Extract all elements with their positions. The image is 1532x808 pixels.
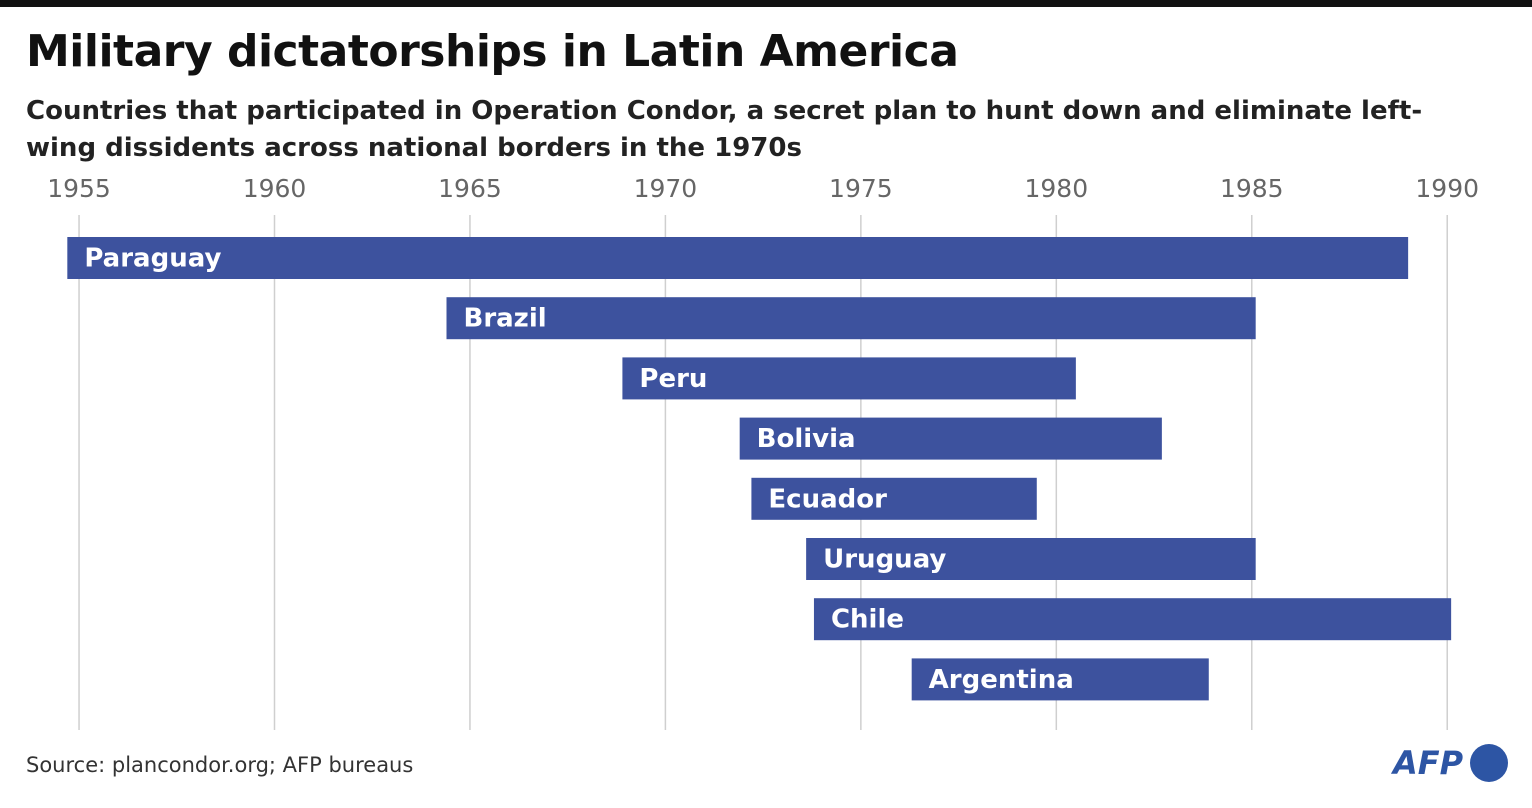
bar [813,598,1452,641]
x-tick-label: 1985 [1220,174,1284,203]
bar [67,237,1409,279]
bar [751,477,1037,520]
bar-label: Chile [831,605,904,635]
bar-label: Bolivia [757,424,856,454]
bar [739,417,1162,460]
x-tick-label: 1955 [47,174,111,203]
chart-title: Military dictatorships in Latin America [26,26,959,77]
bar-label: Brazil [464,304,547,334]
bar-label: Paraguay [84,244,221,274]
source: Source: plancondor.org; AFP bureaus [26,753,414,777]
logo: AFP [1393,744,1464,782]
top-rule [0,0,1532,7]
chart-subtitle: Countries that participated in Operation… [26,96,1423,163]
x-tick-label: 1975 [829,174,893,203]
x-tick-label: 1970 [634,174,698,203]
logo-dot [1470,744,1508,782]
x-tick-label: 1960 [243,174,307,203]
bar-label: Peru [639,364,707,394]
bar [911,658,1209,701]
bar-label: Uruguay [823,545,946,575]
bar [446,297,1256,340]
x-tick-label: 1990 [1415,174,1479,203]
bar-label: Ecuador [768,484,887,514]
x-tick-label: 1980 [1025,174,1089,203]
bar-label: Argentina [929,665,1074,695]
x-tick-label: 1965 [438,174,502,203]
bar [622,357,1076,400]
bar [806,538,1256,580]
